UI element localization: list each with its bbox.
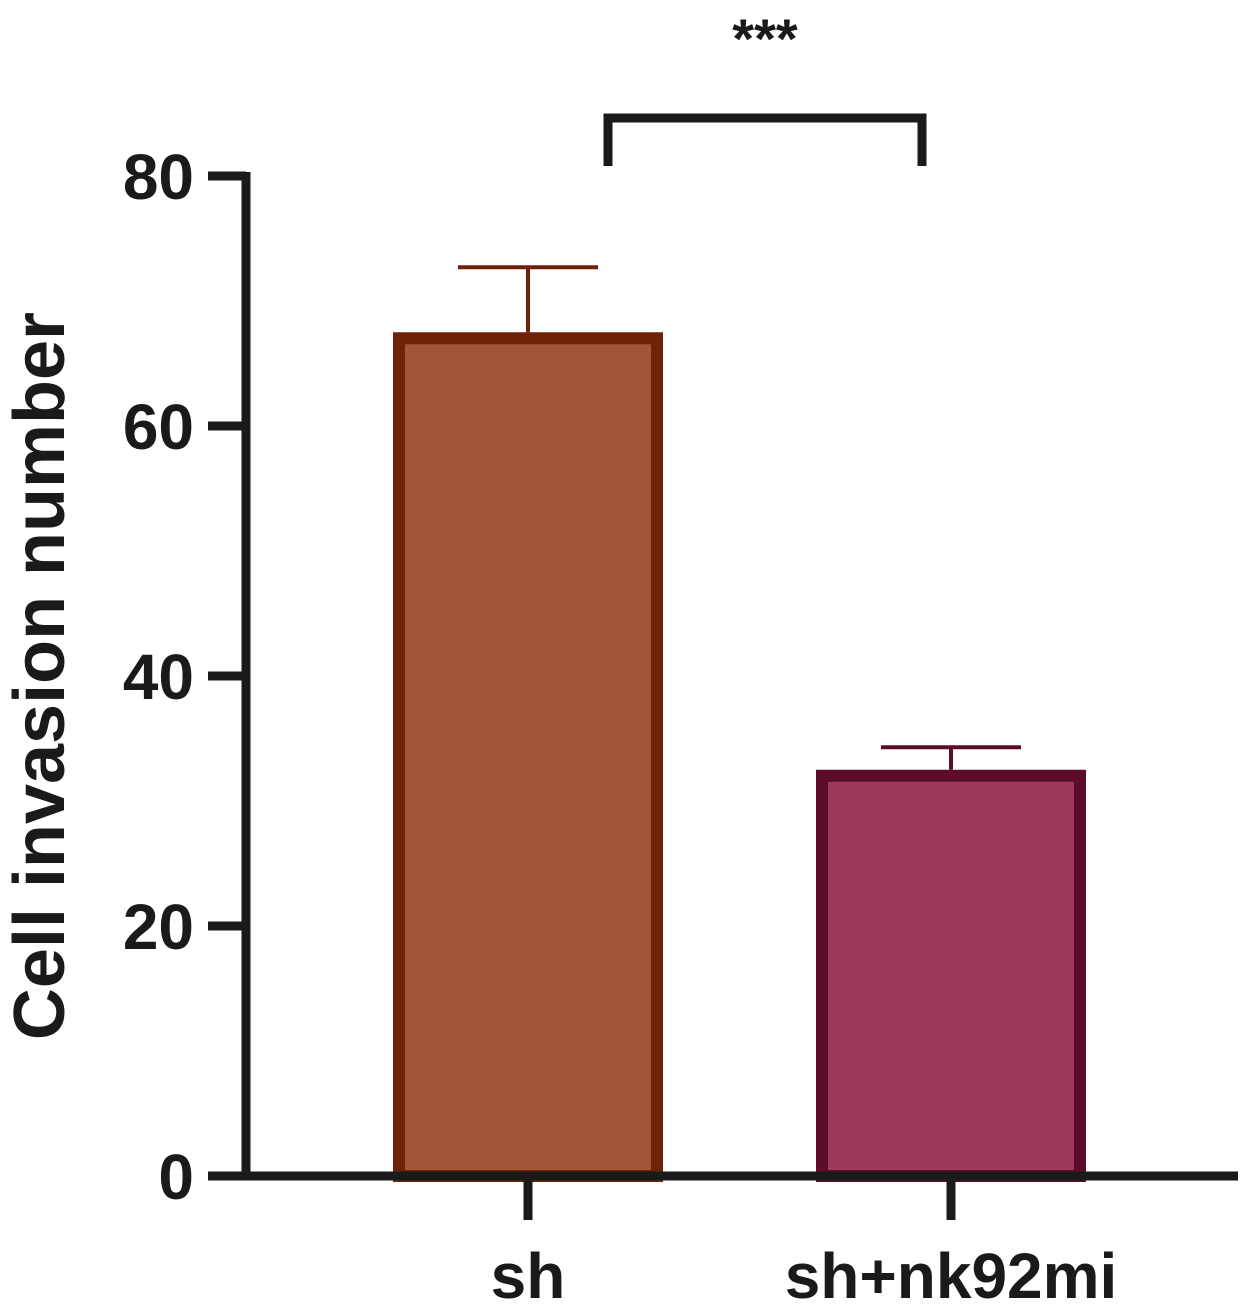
y-tick-label-40: 40 bbox=[123, 641, 194, 713]
y-tick-label-0: 0 bbox=[158, 1141, 194, 1213]
significance-bracket bbox=[603, 113, 927, 166]
bar-sh+nk92mi bbox=[816, 769, 1086, 1182]
x-tick-label-sh+nk92mi: sh+nk92mi bbox=[785, 1240, 1118, 1306]
bar-sh bbox=[393, 332, 663, 1182]
y-tick-label-60: 60 bbox=[123, 391, 194, 463]
y-tick-label-80: 80 bbox=[123, 141, 194, 213]
y-axis-label: Cell invasion number bbox=[0, 312, 80, 1040]
x-tick-label-sh: sh bbox=[491, 1240, 566, 1306]
y-tick-label-20: 20 bbox=[123, 891, 194, 963]
significance-label: *** bbox=[732, 7, 798, 70]
